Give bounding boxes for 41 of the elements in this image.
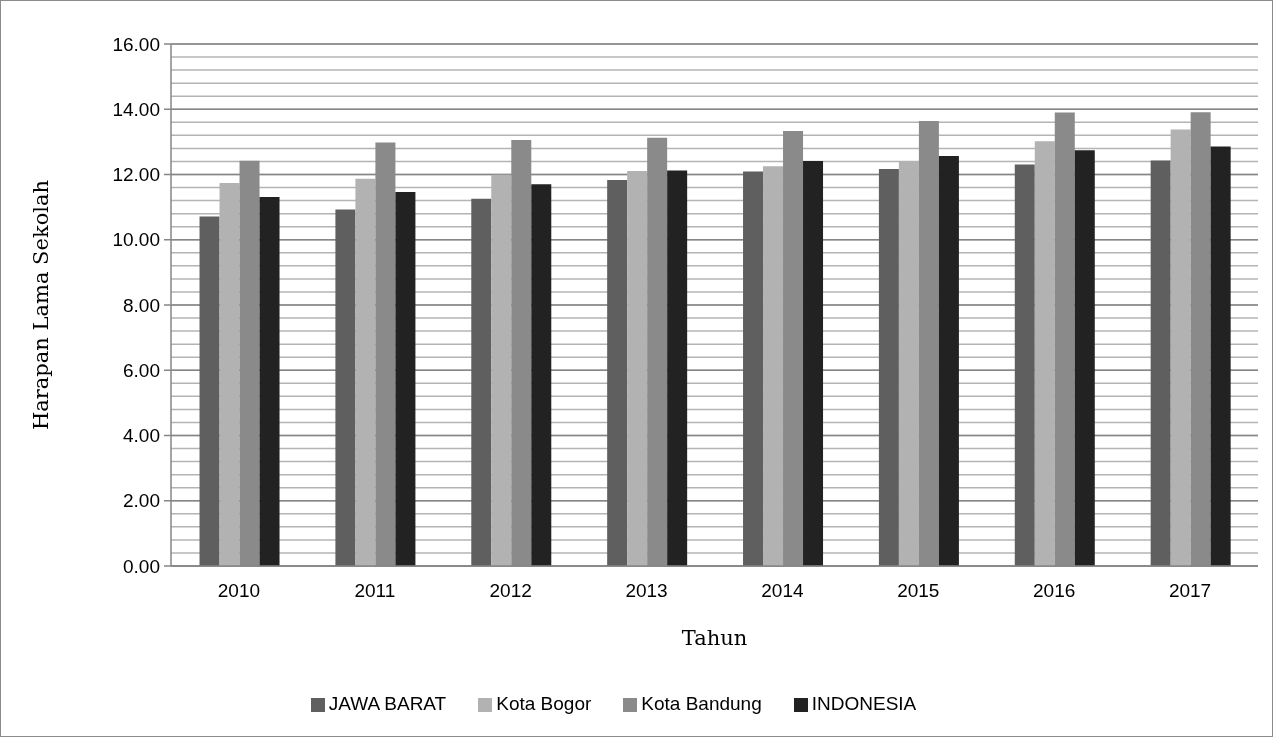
y-tick-label: 4.00 xyxy=(123,425,160,447)
bar xyxy=(607,180,628,566)
bar xyxy=(878,168,899,566)
x-tick-label: 2015 xyxy=(897,580,940,602)
x-axis-title: Tahun xyxy=(681,626,748,650)
bar xyxy=(395,192,416,566)
y-axis-title: Harapan Lama Sekolah xyxy=(29,179,53,431)
y-tick-label: 10.00 xyxy=(112,229,160,251)
y-tick-label: 6.00 xyxy=(123,359,160,381)
y-tick-label: 0.00 xyxy=(123,555,160,577)
x-tick-label: 2013 xyxy=(625,580,668,602)
x-tick-label: 2010 xyxy=(217,580,261,602)
y-tick-label: 2.00 xyxy=(123,490,160,512)
bar xyxy=(1150,160,1171,566)
bar xyxy=(938,155,959,566)
bar xyxy=(1014,164,1035,566)
legend-label: Kota Bogor xyxy=(496,693,592,714)
bar xyxy=(531,184,552,566)
bar xyxy=(803,161,824,566)
bar xyxy=(627,170,648,566)
y-tick-label: 12.00 xyxy=(112,164,160,186)
bar xyxy=(259,197,280,566)
bar xyxy=(743,171,764,566)
legend-label: INDONESIA xyxy=(811,693,917,714)
bar xyxy=(335,209,356,566)
bar xyxy=(471,198,492,566)
x-tick-label: 2014 xyxy=(761,580,804,602)
bar xyxy=(763,166,784,566)
legend-label: Kota Bandung xyxy=(641,693,762,714)
y-tick-label: 8.00 xyxy=(123,294,160,316)
y-tick-label: 14.00 xyxy=(112,99,160,120)
x-tick-label: 2017 xyxy=(1168,580,1212,602)
bar xyxy=(1210,146,1231,566)
x-tick-label: 2016 xyxy=(1033,580,1076,602)
legend-label: JAWA BARAT xyxy=(328,693,447,714)
x-tick-label: 2012 xyxy=(489,580,532,602)
bar xyxy=(1074,150,1095,566)
y-tick-label: 16.00 xyxy=(112,33,160,55)
bar xyxy=(199,216,220,566)
bar xyxy=(667,170,688,566)
x-tick-label: 2011 xyxy=(354,580,396,602)
